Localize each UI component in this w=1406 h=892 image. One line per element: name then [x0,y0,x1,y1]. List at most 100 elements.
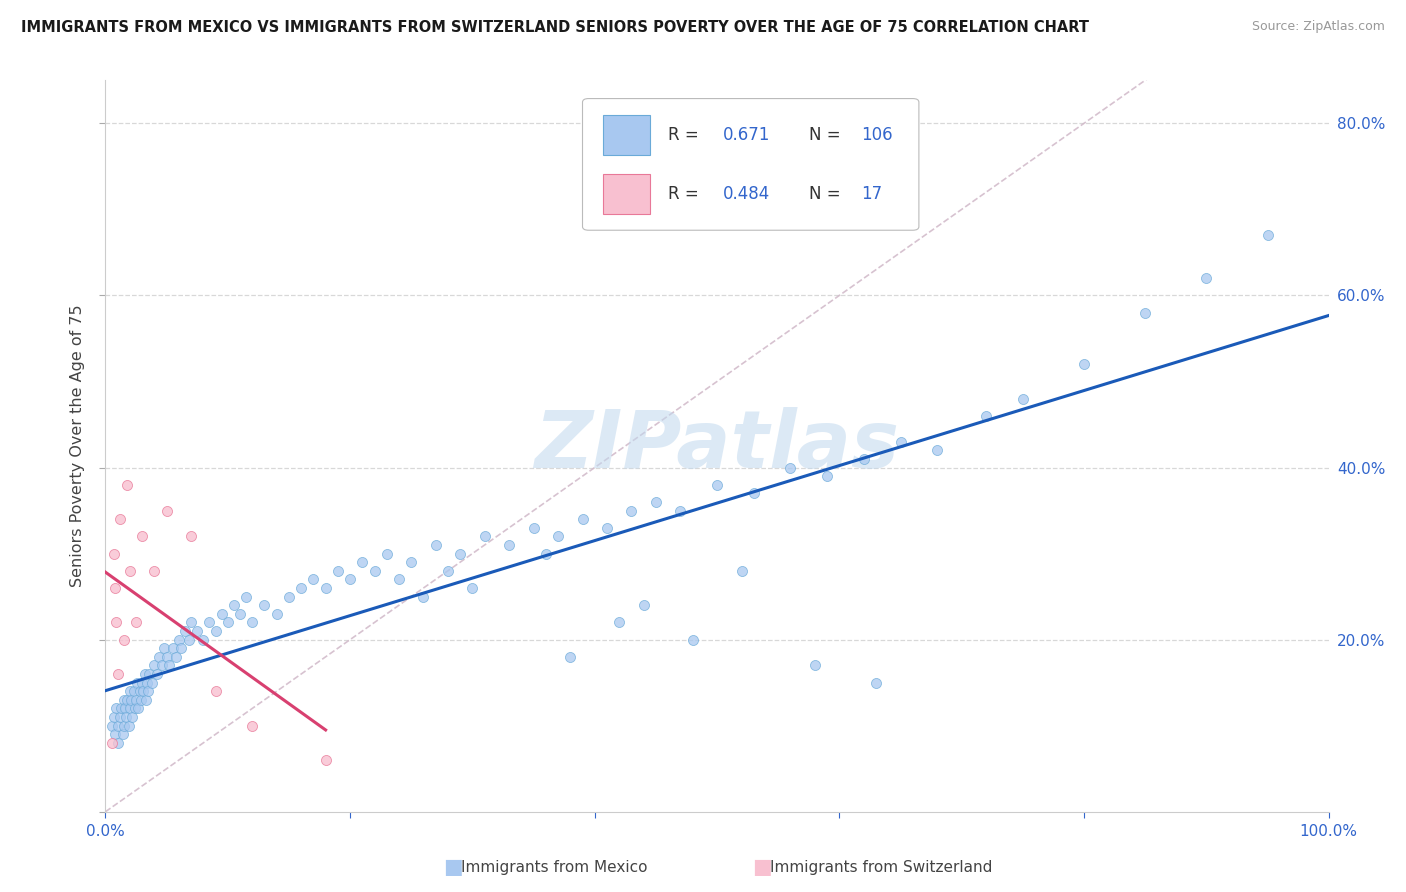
Point [118,719,141,733]
Point [118,684,141,698]
Point [498,538,520,552]
Point [156,649,179,664]
Point [620,503,643,517]
Point [352,555,374,569]
Point [107,667,129,681]
Point [186,624,208,638]
Point [1073,357,1095,371]
Point [547,529,569,543]
Point [375,547,398,561]
Point [125,615,148,630]
Point [127,701,149,715]
Point [388,573,411,587]
Point [103,547,125,561]
Point [104,581,127,595]
Point [117,693,139,707]
Point [474,529,496,543]
Text: N =: N = [808,126,845,145]
Point [204,624,226,638]
Text: ZIPatlas: ZIPatlas [534,407,900,485]
Point [266,607,288,621]
Point [118,701,141,715]
Text: N =: N = [808,185,845,202]
Point [222,598,245,612]
FancyBboxPatch shape [582,99,920,230]
Point [131,529,153,543]
Point [571,512,593,526]
Point [253,598,276,612]
Point [461,581,484,595]
Point [143,658,166,673]
Point [111,727,134,741]
Point [153,641,176,656]
Text: 0.671: 0.671 [723,126,770,145]
Point [326,564,349,578]
Point [302,573,325,587]
Point [129,693,152,707]
Point [165,649,187,664]
Point [315,753,337,767]
Point [125,693,148,707]
Point [779,460,801,475]
Point [162,641,184,656]
Text: ■: ■ [752,857,772,877]
Point [804,658,827,673]
Point [131,675,153,690]
Text: Source: ZipAtlas.com: Source: ZipAtlas.com [1251,20,1385,33]
Point [112,693,135,707]
Point [107,719,129,733]
Point [117,477,139,491]
Point [425,538,447,552]
Point [865,675,887,690]
Point [150,658,173,673]
Point [108,710,131,724]
Point [1133,305,1156,319]
Point [136,675,159,690]
Point [180,529,202,543]
Point [211,607,233,621]
Point [974,409,997,423]
Point [148,649,170,664]
Point [157,658,180,673]
Point [706,477,728,491]
Point [105,701,128,715]
Point [143,564,166,578]
Point [363,564,385,578]
Point [401,555,423,569]
Text: Immigrants from Switzerland: Immigrants from Switzerland [770,860,993,874]
Text: Immigrants from Mexico: Immigrants from Mexico [461,860,648,874]
Point [141,675,163,690]
Text: 17: 17 [862,185,883,202]
Point [560,649,582,664]
Point [135,693,157,707]
Text: ■: ■ [443,857,463,877]
Text: IMMIGRANTS FROM MEXICO VS IMMIGRANTS FROM SWITZERLAND SENIORS POVERTY OVER THE A: IMMIGRANTS FROM MEXICO VS IMMIGRANTS FRO… [21,20,1090,35]
Point [110,701,132,715]
Point [522,521,544,535]
Point [108,512,131,526]
Point [1195,271,1218,285]
Point [122,684,145,698]
Text: R =: R = [668,126,704,145]
Point [669,503,692,517]
Point [134,667,156,681]
Point [290,581,312,595]
Point [146,667,169,681]
Point [412,590,434,604]
Point [229,607,252,621]
Point [815,469,838,483]
Point [204,684,226,698]
Point [124,701,146,715]
Text: R =: R = [668,185,704,202]
Y-axis label: Seniors Poverty Over the Age of 75: Seniors Poverty Over the Age of 75 [70,305,84,587]
Point [180,615,202,630]
Point [170,641,193,656]
Point [633,598,655,612]
Point [339,573,361,587]
Point [177,632,200,647]
Point [100,736,122,750]
Point [118,564,141,578]
Point [132,684,155,698]
Point [742,486,765,500]
Point [115,710,138,724]
